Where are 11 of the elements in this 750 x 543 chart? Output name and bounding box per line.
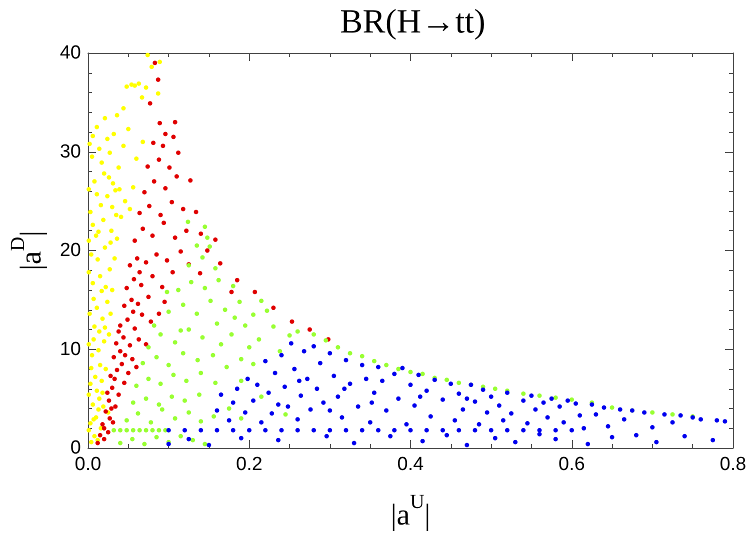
x-tick-label: 0.4: [397, 454, 424, 475]
x-tick-label: 0.2: [236, 454, 262, 475]
chart-title: BR(H→tt): [340, 4, 486, 40]
x-tick-label: 0.8: [720, 454, 746, 475]
y-tick-label: 40: [60, 42, 81, 64]
x-tick-label: 0.0: [74, 454, 102, 475]
y-tick-label: 10: [60, 338, 81, 360]
y-tick-label: 20: [60, 240, 81, 261]
y-axis-title: |aD|: [7, 230, 48, 270]
x-tick-label: 0.6: [558, 454, 585, 475]
y-tick-label: 30: [60, 141, 81, 162]
